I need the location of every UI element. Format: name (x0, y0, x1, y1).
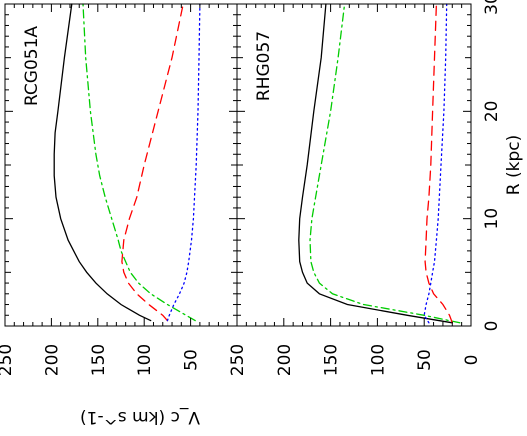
axes-group (4, 3, 472, 327)
panel-label: RHG057 (254, 31, 274, 101)
y-tick-label: 150 (322, 344, 342, 376)
x-axis-label: R (kpc) (504, 135, 524, 195)
x-tick-label: 30 (482, 0, 502, 15)
y-tick-label: 250 (0, 344, 16, 376)
x-tick-label: 20 (482, 101, 502, 123)
series-line-dashed (424, 3, 453, 324)
x-tick-label: 10 (482, 208, 502, 230)
y-tick-label: 100 (368, 344, 388, 376)
y-tick-label: 100 (135, 344, 155, 376)
y-tick-label: 50 (415, 349, 435, 371)
y-tick-label: 50 (182, 349, 202, 371)
series-line-solid (298, 3, 453, 324)
series-line-dash-dot (309, 3, 461, 324)
series-line-dash-dot (82, 3, 196, 322)
series-line-dotted (423, 3, 448, 324)
y-tick-label: 150 (89, 344, 109, 376)
y-tick-label: 250 (228, 344, 248, 376)
x-tick-label: 0 (482, 321, 502, 332)
panel-2-curves (298, 3, 461, 324)
panel-1-curves (53, 3, 201, 322)
y-tick-label: 0 (462, 355, 482, 366)
y-axis-label: V_c (km s^-1) (80, 407, 200, 427)
series-line-dotted (166, 3, 201, 322)
panel-label: RCG051A (22, 26, 42, 106)
y-tick-label: 200 (42, 344, 62, 376)
series-line-solid (53, 3, 152, 322)
panels-group (53, 3, 461, 324)
y-tick-label: 200 (275, 344, 295, 376)
